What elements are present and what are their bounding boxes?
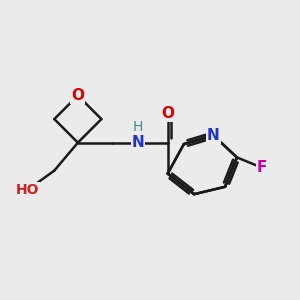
Text: O: O	[71, 88, 84, 103]
Text: O: O	[161, 106, 174, 121]
Text: N: N	[132, 135, 145, 150]
Text: H: H	[133, 120, 143, 134]
Text: F: F	[257, 160, 267, 175]
Text: HO: HO	[16, 183, 40, 197]
Text: N: N	[207, 128, 220, 143]
